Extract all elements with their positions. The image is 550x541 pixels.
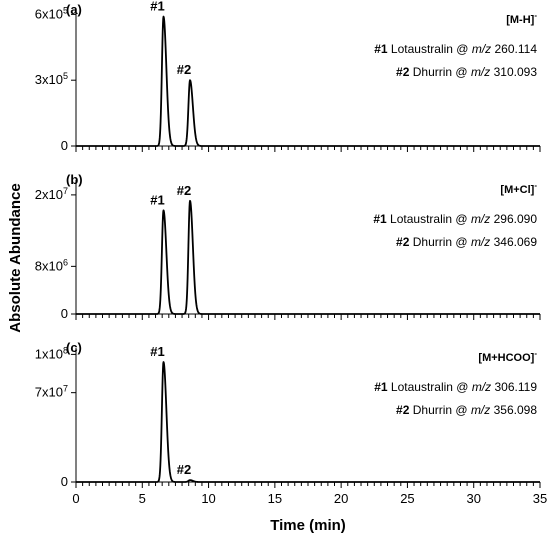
legend-mz-value: 356.098 (490, 403, 537, 417)
legend-entry-2: #2 Dhurrin @ m/z 356.098 (396, 403, 537, 417)
legend-mz-value: 310.093 (490, 65, 537, 79)
peak-label-2: #2 (177, 183, 191, 198)
x-tick-label: 30 (466, 491, 480, 506)
legend-peak-id: #1 (374, 42, 388, 56)
legend-mz-value: 306.119 (491, 380, 537, 394)
legend-peak-id: #2 (396, 235, 410, 249)
x-tick-label: 5 (139, 491, 146, 506)
y-tick-label: 0 (61, 474, 68, 489)
y-tick-label: 8x106 (35, 257, 68, 273)
legend-entry-2: #2 Dhurrin @ m/z 310.093 (396, 65, 537, 79)
legend-entry-1: #1 Lotaustralin @ m/z 296.090 (373, 212, 537, 226)
y-tick-label: 3x105 (35, 71, 68, 87)
chromatogram-trace (75, 15, 541, 147)
y-tick-label: 1x108 (35, 345, 68, 361)
y-tick-label-exponent: 7 (63, 384, 68, 394)
y-tick-label-base: 1x10 (35, 346, 63, 361)
chromatogram-trace (75, 361, 541, 483)
y-tick-label-exponent: 5 (63, 71, 68, 81)
peak-label-2: #2 (177, 462, 191, 477)
x-tick-label: 15 (268, 491, 282, 506)
legend-mz-prefix: m/z (471, 235, 490, 249)
legend-entry-1: #1 Lotaustralin @ m/z 306.119 (374, 380, 537, 394)
y-tick-label-base: 6x10 (35, 6, 63, 21)
legend-compound: Dhurrin @ (409, 403, 471, 417)
legend-peak-id: #1 (373, 212, 387, 226)
y-tick-label-base: 3x10 (35, 72, 63, 87)
panel-label: (b) (66, 172, 83, 187)
y-tick-label-base: 7x10 (35, 385, 63, 400)
panel-label: (a) (66, 2, 82, 17)
y-tick-label-exponent: 7 (63, 186, 68, 196)
ion-type-label: [M+HCOO]- (478, 349, 537, 364)
legend-mz-value: 346.069 (490, 235, 537, 249)
legend-entry-1: #1 Lotaustralin @ m/z 260.114 (374, 42, 537, 56)
y-tick-label-base: 8x10 (35, 258, 63, 273)
y-tick-label-exponent: 5 (63, 5, 68, 15)
x-tick-label: 0 (72, 491, 79, 506)
ion-type-label: [M+Cl]- (500, 181, 537, 196)
y-tick-label-base: 0 (61, 306, 68, 321)
x-tick-label: 20 (334, 491, 348, 506)
y-tick-label-base: 0 (61, 138, 68, 153)
legend-mz-prefix: m/z (472, 42, 491, 56)
ion-type-label: [M-H]- (506, 11, 537, 26)
ion-type-base: [M+HCOO] (478, 352, 534, 364)
y-tick-label: 0 (61, 138, 68, 153)
legend-peak-id: #2 (396, 403, 410, 417)
legend-compound: Lotaustralin @ (387, 212, 471, 226)
y-tick-label: 6x105 (35, 5, 68, 21)
y-tick-label-base: 0 (61, 474, 68, 489)
peak-label-1: #1 (150, 192, 164, 207)
legend-compound: Lotaustralin @ (388, 380, 472, 394)
panel-2: 0 8x106 2x107(b) #1 #2 [M+Cl]- #1 Lotaustralin… (35, 172, 541, 321)
ion-type-charge: - (534, 11, 537, 20)
ion-type-base: [M-H] (506, 14, 534, 26)
peak-label-1: #1 (150, 0, 164, 14)
legend-mz-value: 260.114 (491, 42, 537, 56)
panel-label: (c) (66, 340, 82, 355)
ion-type-charge: - (534, 181, 537, 190)
legend-compound: Lotaustralin @ (388, 42, 472, 56)
legend-mz-value: 296.090 (490, 212, 537, 226)
y-tick-label-exponent: 6 (63, 257, 68, 267)
peak-label-2: #2 (177, 62, 191, 77)
legend-peak-id: #1 (374, 380, 388, 394)
legend-mz-prefix: m/z (471, 212, 490, 226)
y-tick-label-exponent: 8 (63, 345, 68, 355)
legend-compound: Dhurrin @ (409, 235, 471, 249)
chromatogram-trace (75, 199, 541, 315)
panel-3: 0 7x107 1x108(c) #1 #2 [M+HCOO]- #1 Lotaustral… (35, 340, 541, 489)
legend-mz-prefix: m/z (471, 403, 490, 417)
x-tick-label: 10 (201, 491, 215, 506)
legend-mz-prefix: m/z (472, 380, 491, 394)
y-tick-label-base: 2x10 (35, 187, 63, 202)
y-tick-label: 7x107 (35, 384, 68, 400)
x-tick-label: 35 (533, 491, 547, 506)
legend-entry-2: #2 Dhurrin @ m/z 346.069 (396, 235, 537, 249)
y-tick-label: 2x107 (35, 186, 68, 202)
legend-peak-id: #2 (396, 65, 410, 79)
y-axis-title: Absolute Abundance (7, 183, 24, 332)
x-axis-title: Time (min) (270, 517, 346, 534)
peak-label-1: #1 (150, 344, 164, 359)
ion-type-charge: - (534, 349, 537, 358)
legend-mz-prefix: m/z (471, 65, 490, 79)
legend-compound: Dhurrin @ (409, 65, 471, 79)
ion-type-base: [M+Cl] (500, 184, 534, 196)
x-tick-label: 25 (400, 491, 414, 506)
y-tick-label: 0 (61, 306, 68, 321)
